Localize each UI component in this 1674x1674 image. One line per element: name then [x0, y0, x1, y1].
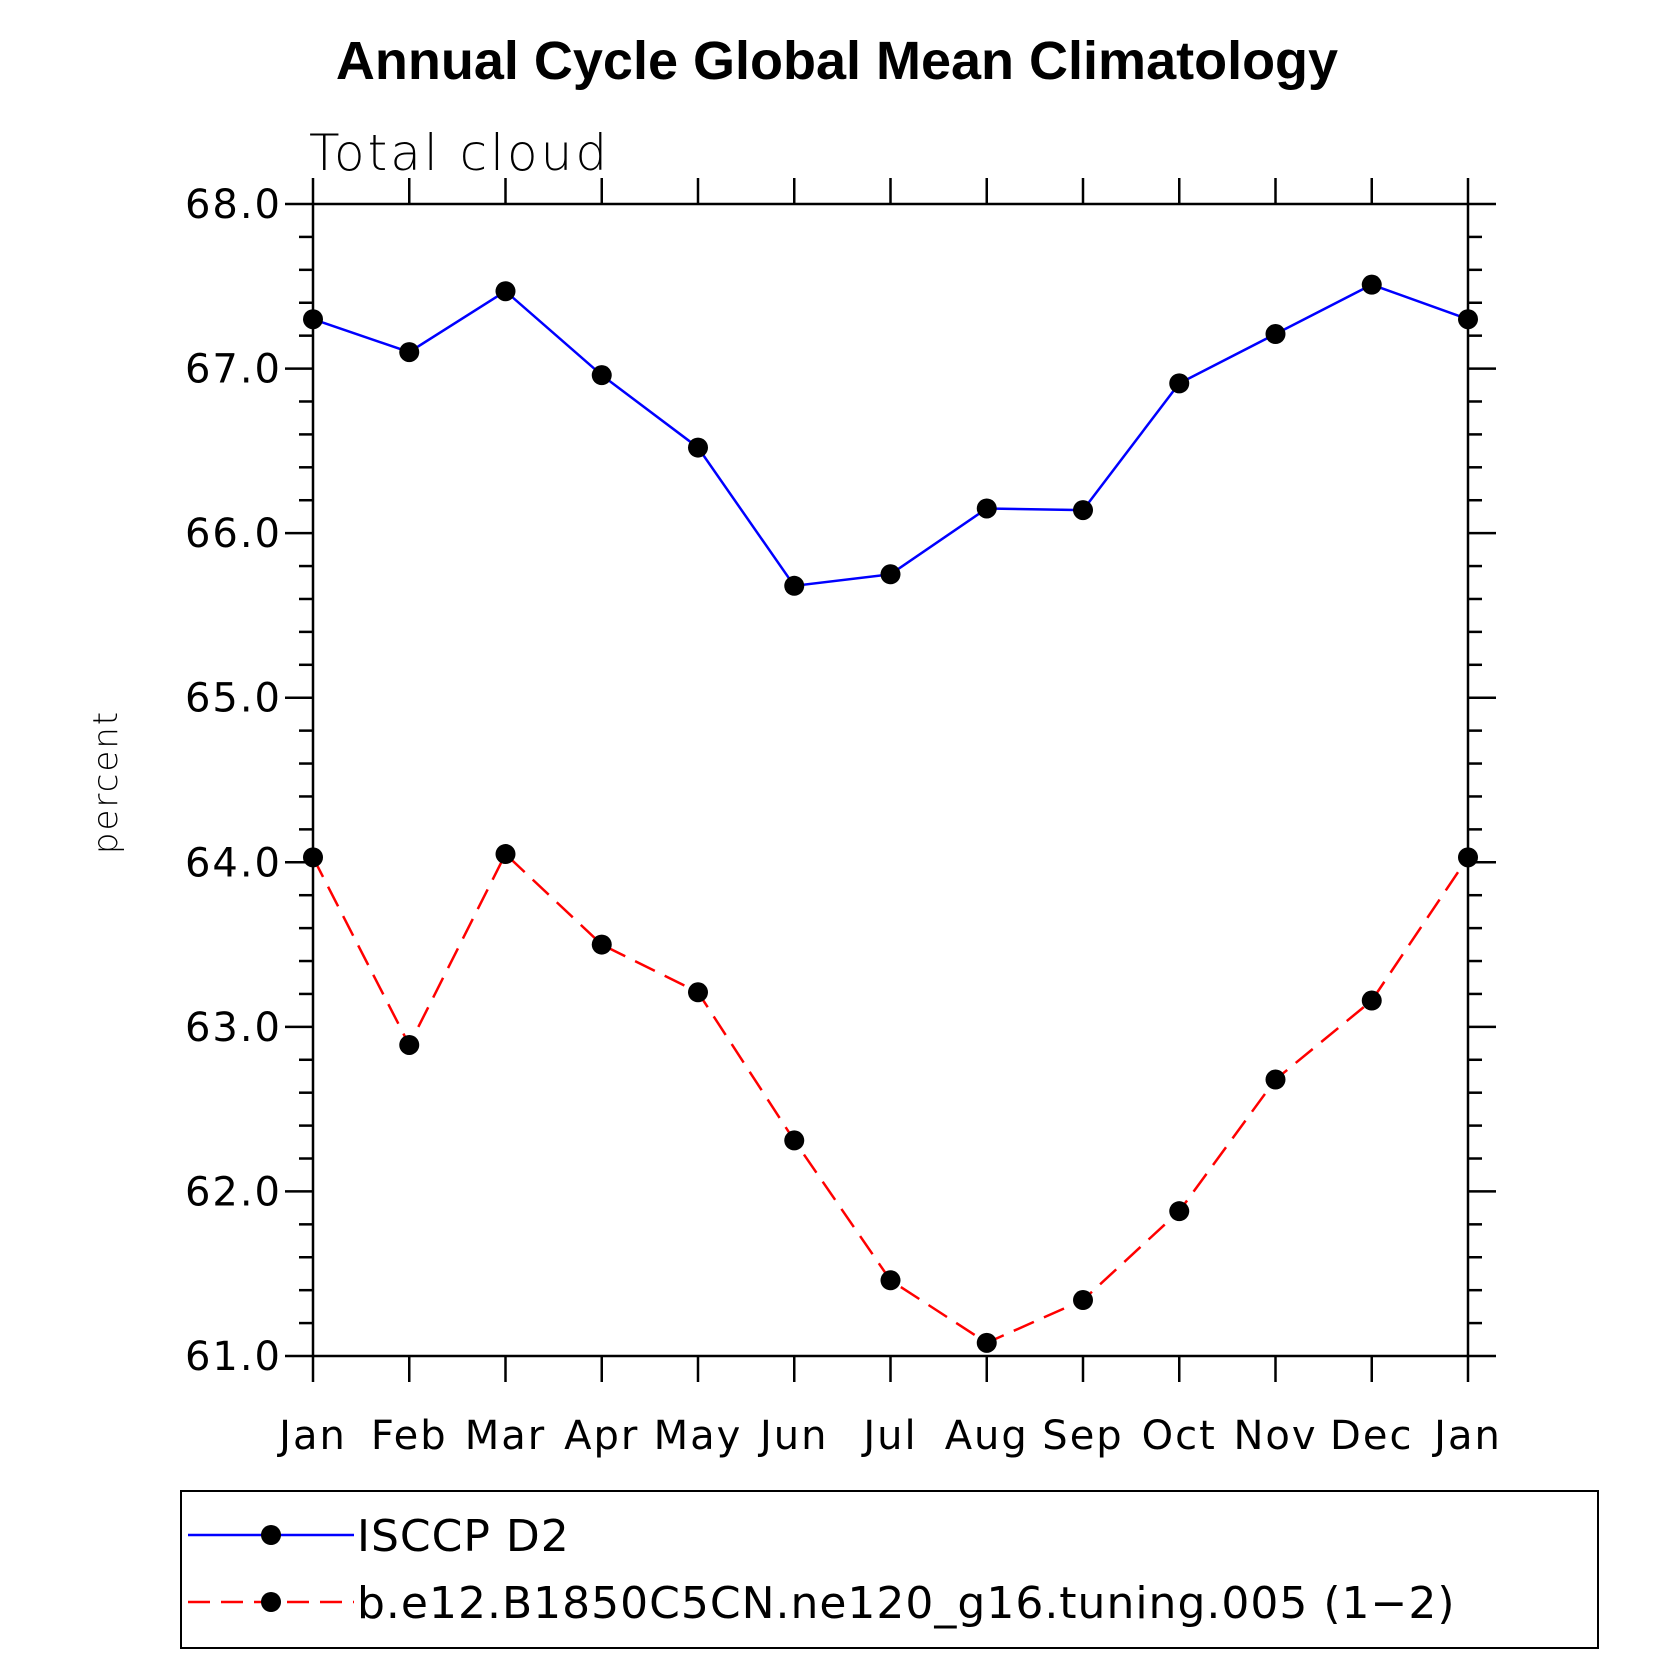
x-tick-label: Apr: [564, 1413, 639, 1459]
y-tick-label: 66.0: [185, 511, 282, 557]
data-point: [784, 575, 805, 596]
x-tick-label: Jul: [860, 1413, 917, 1459]
x-tick-label: Dec: [1330, 1413, 1413, 1459]
data-point: [1073, 500, 1093, 521]
y-tick-label: 63.0: [185, 1005, 282, 1051]
data-point: [495, 281, 516, 302]
y-tick-label: 68.0: [185, 182, 282, 228]
x-tick-label: Jan: [1431, 1413, 1502, 1459]
y-tick-label: 67.0: [185, 347, 282, 393]
x-axis-tick-labels: Jan Feb Mar Apr May Jun Jul Aug Sep Oct Nov Dec Jan: [276, 1413, 1502, 1459]
x-tick-label: Nov: [1233, 1413, 1317, 1459]
data-point: [1458, 309, 1478, 330]
data-point: [976, 1332, 997, 1353]
x-tick-label: Jun: [757, 1413, 829, 1459]
legend: ISCCP D2 b.e12.B1850C5CN.ne120_g16.tunin…: [180, 1490, 1599, 1649]
x-tick-label: Mar: [465, 1413, 546, 1459]
data-point: [303, 847, 323, 868]
data-point: [1458, 847, 1478, 868]
chart-title: Annual Cycle Global Mean Climatology: [336, 31, 1338, 91]
x-tick-label: Jan: [276, 1413, 347, 1459]
chart-subtitle: Total cloud: [309, 124, 610, 182]
legend-box: [180, 1490, 1599, 1649]
data-point: [1169, 1201, 1190, 1222]
y-tick-label: 61.0: [185, 1334, 282, 1380]
data-point: [1361, 990, 1382, 1011]
data-point: [495, 844, 516, 865]
data-point: [1265, 324, 1286, 345]
data-point: [591, 365, 612, 386]
data-point: [880, 564, 901, 585]
data-point: [880, 1270, 901, 1291]
series-2: [303, 844, 1478, 1353]
x-tick-label: Oct: [1142, 1413, 1217, 1459]
data-point: [1361, 274, 1382, 295]
data-point: [399, 1034, 420, 1055]
axis-ticks: [285, 178, 1496, 1382]
data-point: [976, 498, 997, 519]
y-tick-label: 65.0: [185, 676, 282, 722]
series-1: [303, 274, 1478, 596]
legend-marker-series-1: [261, 1525, 281, 1545]
y-tick-label: 62.0: [185, 1169, 282, 1215]
y-axis-tick-labels: 61.0 62.0 63.0 64.0 65.0 66.0 67.0 68.0: [185, 182, 282, 1380]
data-point: [303, 309, 323, 330]
legend-label-series-2: b.e12.B1850C5CN.ne120_g16.tuning.005 (1−…: [357, 1578, 1456, 1629]
y-axis-label: percent: [86, 710, 126, 854]
data-point: [688, 437, 708, 458]
plot-frame: [311, 202, 1470, 1358]
data-point: [1073, 1290, 1093, 1311]
y-tick-label: 64.0: [185, 840, 282, 886]
series-layer: [303, 274, 1478, 1353]
data-point: [591, 934, 612, 955]
data-point: [1265, 1069, 1286, 1090]
data-point: [1169, 373, 1190, 394]
legend-label-series-1: ISCCP D2: [357, 1511, 570, 1562]
data-point: [784, 1130, 805, 1151]
data-point: [399, 342, 420, 363]
x-tick-label: May: [654, 1413, 743, 1459]
x-tick-label: Feb: [371, 1413, 448, 1459]
x-tick-label: Sep: [1042, 1413, 1123, 1459]
legend-marker-series-2: [261, 1592, 281, 1612]
series-line: [312, 283, 1469, 588]
series-line: [311, 852, 1470, 1345]
x-tick-label: Aug: [945, 1413, 1029, 1459]
data-point: [688, 982, 708, 1003]
